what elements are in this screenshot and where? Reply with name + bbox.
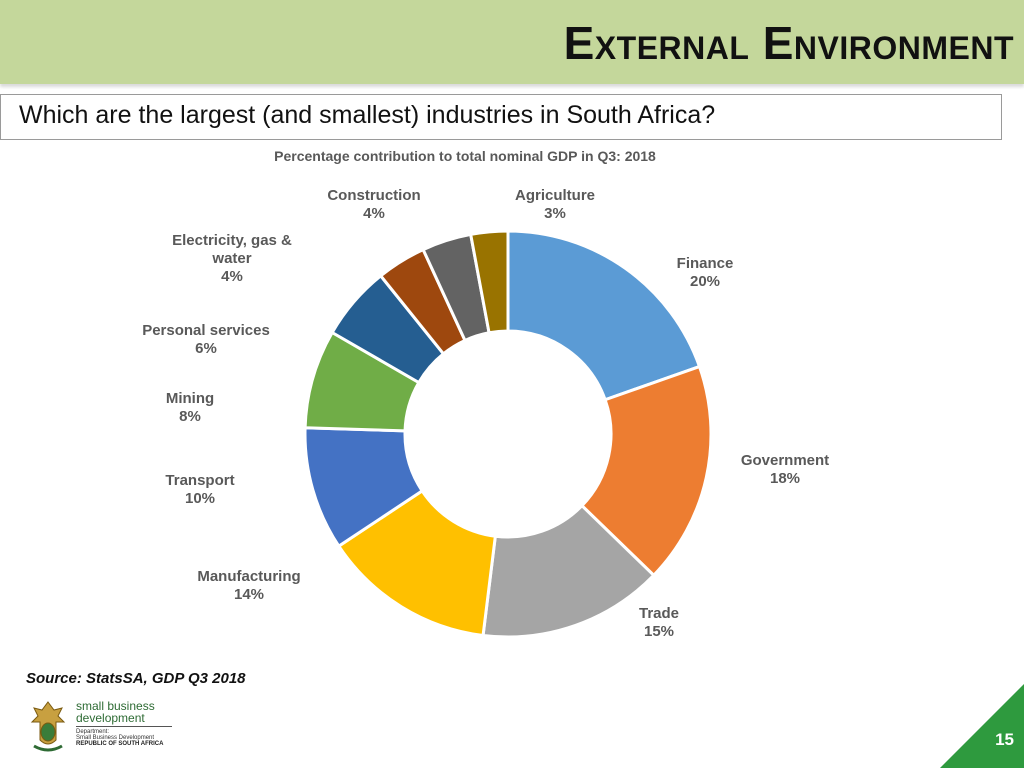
corner-triangle: [940, 684, 1024, 768]
data-label-electricity-gas-water: Electricity, gas & water 4%: [172, 232, 292, 285]
question-text: Which are the largest (and smallest) ind…: [19, 101, 716, 129]
slice-finance: [506, 229, 702, 402]
data-label-finance: Finance 20%: [677, 255, 734, 290]
data-label-mining: Mining 8%: [166, 390, 214, 425]
data-label-agriculture: Agriculture 3%: [515, 187, 595, 222]
data-label-government: Government 18%: [741, 452, 829, 487]
department-logo: small business development Department: S…: [28, 700, 188, 756]
logo-divider: [76, 726, 172, 727]
logo-line-3: Department:: [76, 729, 110, 735]
logo-line-5: REPUBLIC OF SOUTH AFRICA: [76, 741, 164, 747]
data-label-construction: Construction 4%: [327, 187, 420, 222]
logo-line-1: small business: [76, 699, 155, 713]
page-number: 15: [995, 730, 1014, 749]
title-bar: External Environment: [0, 0, 1024, 84]
logo-line-4: Small Business Development: [76, 735, 155, 741]
question-box: Which are the largest (and smallest) ind…: [0, 94, 1002, 140]
chart-title: Percentage contribution to total nominal…: [274, 148, 656, 164]
data-label-trade: Trade 15%: [639, 605, 679, 640]
logo-line-2: development: [76, 711, 145, 725]
data-label-transport: Transport 10%: [165, 472, 234, 507]
coat-of-arms-icon: [30, 701, 66, 752]
source-note: Source: StatsSA, GDP Q3 2018: [26, 670, 246, 687]
data-label-personal-services: Personal services 6%: [142, 322, 270, 357]
slice-agriculture: [468, 229, 510, 335]
slice-government: [579, 364, 713, 578]
slide-title: External Environment: [563, 17, 1014, 69]
data-label-manufacturing: Manufacturing 14%: [197, 568, 300, 603]
